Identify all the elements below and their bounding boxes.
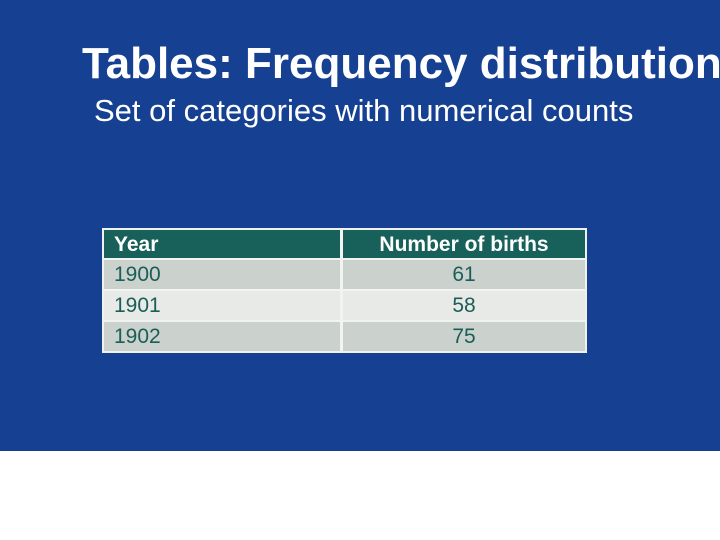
- slide-title: Tables: Frequency distribution: [82, 39, 720, 88]
- frequency-table: Year Number of births 1900 61 1901 58 19…: [102, 228, 587, 353]
- table-row: 1900 61: [104, 258, 585, 289]
- table-header-number-of-births: Number of births: [340, 230, 585, 258]
- table-cell-births: 58: [340, 291, 585, 320]
- table-cell-births: 75: [340, 322, 585, 351]
- table-row: 1901 58: [104, 289, 585, 320]
- table-row: 1902 75: [104, 320, 585, 351]
- slide-subtitle: Set of categories with numerical counts: [94, 93, 634, 128]
- table-cell-year: 1902: [114, 325, 161, 348]
- table-header-year: Year: [114, 232, 159, 256]
- table-header-row: Year Number of births: [104, 230, 585, 258]
- table-cell-year: 1900: [114, 263, 161, 286]
- footer-logo-band: USAID USAID FROM THE AMERICAN PEOPLE: [0, 451, 720, 540]
- table-cell-year: 1901: [114, 294, 161, 317]
- table-cell-births: 61: [340, 260, 585, 289]
